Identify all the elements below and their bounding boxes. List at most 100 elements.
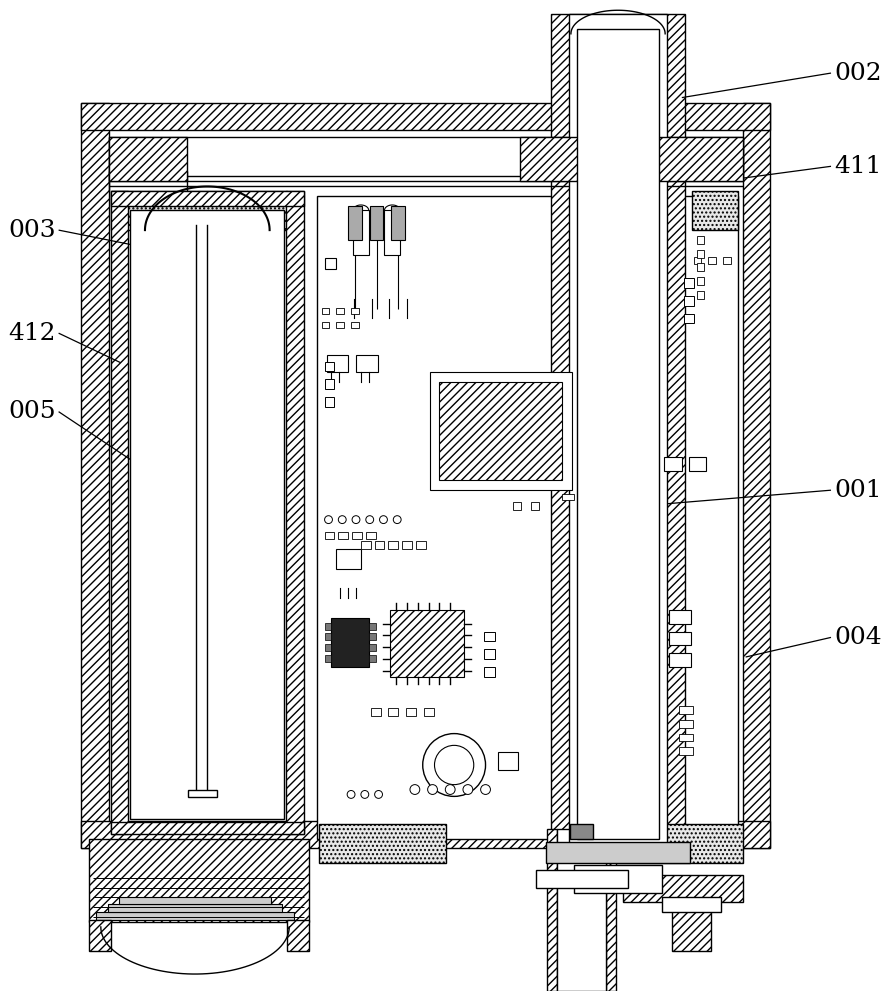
Bar (498, 752, 518, 770)
Bar (324, 258, 337, 269)
Circle shape (347, 791, 355, 798)
Bar (692, 191, 738, 230)
Circle shape (375, 791, 382, 798)
Bar (111, 191, 288, 230)
Circle shape (361, 791, 369, 798)
Bar (385, 210, 400, 255)
Bar (370, 206, 383, 240)
Bar (369, 655, 376, 662)
Bar (351, 308, 359, 314)
Polygon shape (288, 920, 309, 951)
Bar (679, 706, 693, 714)
Bar (689, 457, 706, 471)
Bar (530, 502, 538, 510)
Polygon shape (743, 103, 770, 848)
Bar (484, 649, 496, 659)
Bar (351, 322, 359, 328)
Bar (331, 618, 369, 667)
Polygon shape (287, 191, 304, 834)
Bar (694, 257, 702, 264)
Bar (337, 549, 361, 569)
Bar (723, 257, 730, 264)
Bar (569, 14, 667, 853)
Bar (606, 829, 616, 991)
Bar (423, 708, 433, 716)
Bar (324, 655, 331, 662)
Circle shape (463, 785, 472, 794)
Circle shape (480, 785, 490, 794)
Circle shape (422, 734, 486, 796)
Bar (317, 196, 738, 839)
Circle shape (338, 516, 346, 524)
Text: 411: 411 (834, 155, 881, 178)
Bar (109, 137, 743, 181)
Bar (684, 296, 694, 306)
Bar (369, 633, 376, 640)
Polygon shape (81, 821, 770, 848)
Bar (664, 457, 682, 471)
Bar (547, 842, 689, 863)
Polygon shape (89, 920, 111, 951)
Bar (697, 263, 705, 271)
Bar (697, 250, 705, 258)
Bar (672, 902, 711, 951)
Bar (321, 322, 330, 328)
Polygon shape (109, 137, 188, 181)
Bar (406, 708, 416, 716)
Bar (402, 541, 412, 549)
Bar (390, 610, 464, 677)
Circle shape (446, 785, 455, 794)
Bar (371, 708, 380, 716)
Bar (679, 747, 693, 755)
Bar (324, 633, 331, 640)
Bar (348, 206, 362, 240)
Text: 005: 005 (8, 400, 55, 423)
Text: 001: 001 (834, 479, 881, 502)
Bar (604, 824, 743, 863)
Polygon shape (551, 14, 685, 853)
Bar (319, 824, 446, 863)
Bar (574, 865, 663, 893)
Bar (337, 322, 344, 328)
Text: 003: 003 (8, 219, 55, 242)
Bar (679, 720, 693, 728)
Bar (369, 644, 376, 651)
Bar (120, 897, 271, 904)
Bar (356, 355, 378, 372)
Polygon shape (81, 103, 109, 848)
Bar (669, 610, 690, 624)
Bar (324, 644, 331, 651)
Bar (108, 904, 282, 912)
Polygon shape (111, 191, 129, 834)
Circle shape (428, 785, 438, 794)
Bar (188, 790, 217, 797)
Bar (324, 397, 334, 407)
Text: 002: 002 (834, 62, 881, 85)
Bar (557, 829, 606, 991)
Text: 412: 412 (8, 322, 55, 345)
Bar (547, 829, 557, 991)
Circle shape (380, 516, 388, 524)
Circle shape (435, 745, 474, 785)
Bar (96, 912, 294, 920)
Bar (439, 382, 562, 480)
Bar (321, 308, 330, 314)
Bar (513, 502, 521, 510)
Bar (684, 278, 694, 288)
Bar (697, 291, 705, 299)
Polygon shape (81, 103, 770, 130)
Bar (484, 632, 496, 641)
Circle shape (324, 516, 332, 524)
Bar (669, 632, 690, 645)
Bar (324, 623, 331, 630)
Bar (570, 824, 594, 839)
Bar (684, 314, 694, 323)
Bar (536, 870, 628, 888)
Circle shape (393, 516, 401, 524)
Bar (324, 362, 334, 371)
Bar (430, 372, 572, 490)
Bar (327, 355, 348, 372)
Bar (416, 541, 426, 549)
Bar (353, 210, 369, 255)
Bar (623, 875, 743, 902)
